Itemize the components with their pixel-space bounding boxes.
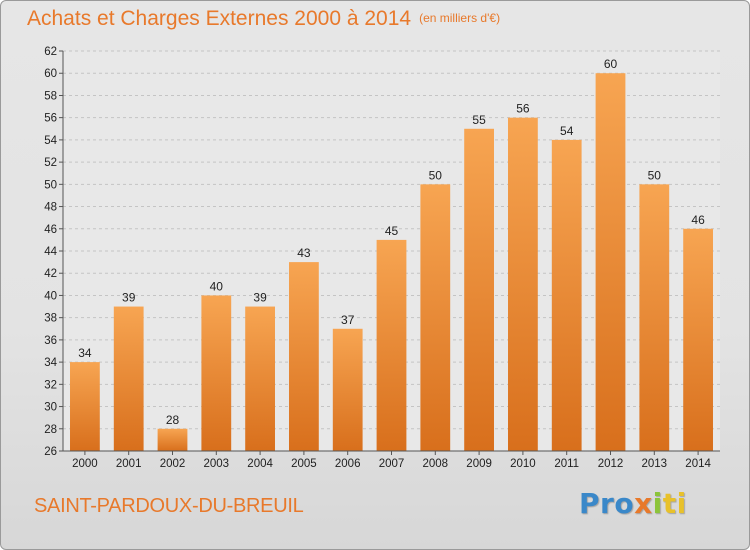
bar-2010 — [508, 117, 538, 452]
x-tick-label: 2012 — [598, 458, 624, 470]
y-tick-label: 38 — [44, 313, 57, 325]
bar-2007 — [376, 239, 407, 451]
bar-2006 — [332, 328, 363, 451]
x-tick-label: 2001 — [116, 458, 142, 470]
y-tick-label: 42 — [44, 268, 57, 280]
x-tick-label: 2006 — [335, 458, 361, 470]
logo-part-2: x — [634, 487, 653, 520]
bar-value-label: 60 — [604, 57, 618, 71]
logo-part-1: Pro — [579, 487, 635, 520]
proxiti-logo: Proxiti — [579, 487, 687, 520]
chart-subtitle: (en milliers d'€) — [419, 11, 501, 25]
y-tick-label: 54 — [44, 135, 57, 147]
bar-value-label: 28 — [166, 413, 180, 427]
bar-value-label: 40 — [210, 279, 224, 293]
bar-2001 — [113, 306, 144, 451]
x-tick-label: 2007 — [379, 458, 405, 470]
x-tick-label: 2014 — [685, 458, 711, 470]
bar-value-label: 50 — [429, 168, 443, 182]
bar-2011 — [551, 139, 582, 451]
y-tick-label: 60 — [44, 68, 57, 80]
y-tick-label: 40 — [44, 290, 57, 302]
bar-2014 — [683, 228, 713, 451]
x-tick-label: 2010 — [510, 458, 536, 470]
y-axis: 26 28 30 32 34 36 38 40 42 44 46 48 50 52 54 56 58 60 62 — [44, 46, 64, 458]
y-tick-label: 46 — [44, 224, 57, 236]
bar-value-label: 54 — [560, 124, 574, 138]
bar-2013 — [639, 184, 670, 452]
y-tick-label: 28 — [44, 424, 57, 436]
bar-2012 — [595, 73, 626, 451]
bar-value-label: 43 — [297, 246, 311, 260]
bar-2008 — [420, 184, 451, 452]
y-tick-label: 52 — [44, 157, 57, 169]
location-name: SAINT-PARDOUX-DU-BREUIL — [34, 495, 304, 517]
x-tick-label: 2000 — [72, 458, 98, 470]
bar-2009 — [464, 128, 494, 451]
bar-value-label: 45 — [385, 224, 399, 238]
bar-value-label: 56 — [516, 102, 530, 116]
x-tick-label: 2011 — [554, 458, 579, 470]
x-axis: 2000 2001 2002 2003 2004 2005 2006 2007 2008 2009… — [63, 450, 720, 470]
bar-2005 — [289, 262, 319, 451]
bar-2002 — [157, 428, 188, 451]
bar-2004 — [245, 306, 275, 451]
bars: 34 39 28 40 39 43 37 45 50 55 56 54 60 50 46 — [70, 57, 713, 452]
bar-value-label: 50 — [648, 168, 662, 182]
y-tick-label: 56 — [44, 113, 57, 125]
chart-title: Achats et Charges Externes 2000 à 2014 (e… — [27, 7, 500, 31]
x-tick-label: 2004 — [247, 458, 273, 470]
x-tick-label: 2009 — [466, 458, 492, 470]
bar-value-label: 37 — [341, 313, 355, 327]
bar-2003 — [201, 295, 232, 451]
logo-part-4: ti — [662, 487, 687, 520]
y-tick-label: 26 — [44, 446, 57, 458]
y-tick-label: 36 — [44, 335, 57, 347]
x-tick-label: 2005 — [291, 458, 317, 470]
bar-value-label: 46 — [691, 213, 705, 227]
y-tick-label: 62 — [44, 46, 57, 58]
bar-value-label: 55 — [472, 113, 486, 127]
bar-value-label: 39 — [122, 291, 136, 305]
x-tick-label: 2013 — [642, 458, 668, 470]
bar-value-label: 39 — [253, 291, 267, 305]
bar-value-label: 34 — [78, 346, 92, 360]
y-tick-label: 34 — [44, 357, 57, 369]
chart-title-text: Achats et Charges Externes 2000 à 2014 — [27, 7, 412, 30]
y-tick-label: 30 — [44, 402, 57, 414]
x-tick-label: 2002 — [160, 458, 186, 470]
x-tick-label: 2008 — [423, 458, 449, 470]
y-tick-label: 44 — [44, 246, 57, 258]
y-tick-label: 58 — [44, 90, 57, 102]
y-tick-label: 48 — [44, 202, 57, 214]
x-tick-label: 2003 — [204, 458, 230, 470]
bar-2000 — [70, 362, 100, 451]
logo-part-3: i — [652, 487, 663, 520]
y-tick-label: 32 — [44, 379, 57, 391]
y-tick-label: 50 — [44, 179, 57, 191]
